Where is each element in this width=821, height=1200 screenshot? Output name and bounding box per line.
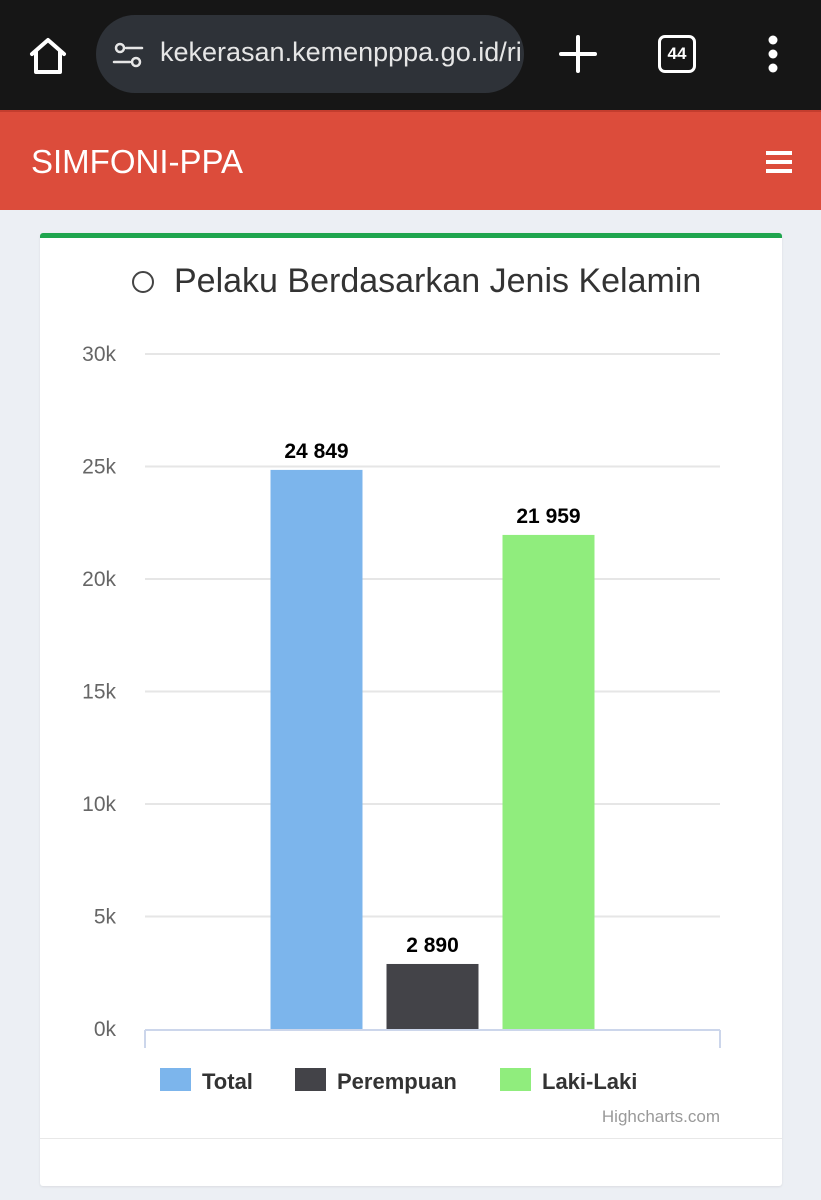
legend-swatch: [500, 1068, 531, 1091]
card-title-text: Pelaku Berdasarkan Jenis Kelamin: [174, 262, 702, 300]
address-bar[interactable]: kekerasan.kemenpppa.go.id/ri: [96, 15, 524, 93]
legend-item: Total: [202, 1069, 253, 1094]
bar-chart: 0k 5k 10k 15k 20k 25k 30k 24 849 2 890 21 959 Tota…: [82, 343, 721, 1126]
home-icon[interactable]: [24, 32, 72, 80]
browser-toolbar: kekerasan.kemenpppa.go.id/ri 44: [0, 0, 821, 110]
data-label: 24 849: [284, 440, 348, 463]
site-settings-icon[interactable]: [112, 39, 144, 71]
y-tick-label: 5k: [94, 906, 117, 929]
app-header: SIMFONI-PPA: [0, 110, 821, 210]
chart-card: Pelaku Berdasarkan Jenis Kelamin 0k 5k 10k…: [40, 233, 782, 1186]
y-tick-label: 10k: [82, 793, 116, 816]
circle-icon: [132, 271, 154, 293]
y-tick-label: 0k: [94, 1018, 117, 1041]
card-title: Pelaku Berdasarkan Jenis Kelamin: [130, 262, 701, 301]
legend-item: Laki-Laki: [542, 1069, 637, 1094]
y-tick-label: 20k: [82, 568, 116, 591]
bar-laki-laki: [502, 534, 595, 1029]
y-tick-label: 15k: [82, 681, 116, 704]
legend-swatch: [295, 1068, 326, 1091]
chart-credits: Highcharts.com: [602, 1107, 720, 1126]
bar-perempuan: [386, 963, 479, 1029]
url-text[interactable]: kekerasan.kemenpppa.go.id/ri: [160, 37, 522, 67]
card-footer-divider: [40, 1138, 782, 1139]
data-label: 21 959: [516, 505, 580, 528]
more-vertical-icon[interactable]: [758, 32, 788, 76]
app-title[interactable]: SIMFONI-PPA: [31, 143, 244, 180]
tab-switcher-button[interactable]: 44: [658, 35, 696, 73]
hamburger-menu-icon[interactable]: [764, 148, 794, 176]
legend-item: Perempuan: [337, 1069, 457, 1094]
legend-swatch: [160, 1068, 191, 1091]
plus-icon[interactable]: [556, 32, 600, 76]
y-tick-label: 30k: [82, 343, 116, 366]
data-label: 2 890: [406, 934, 459, 957]
y-tick-label: 25k: [82, 456, 116, 479]
bar-total: [270, 469, 363, 1029]
